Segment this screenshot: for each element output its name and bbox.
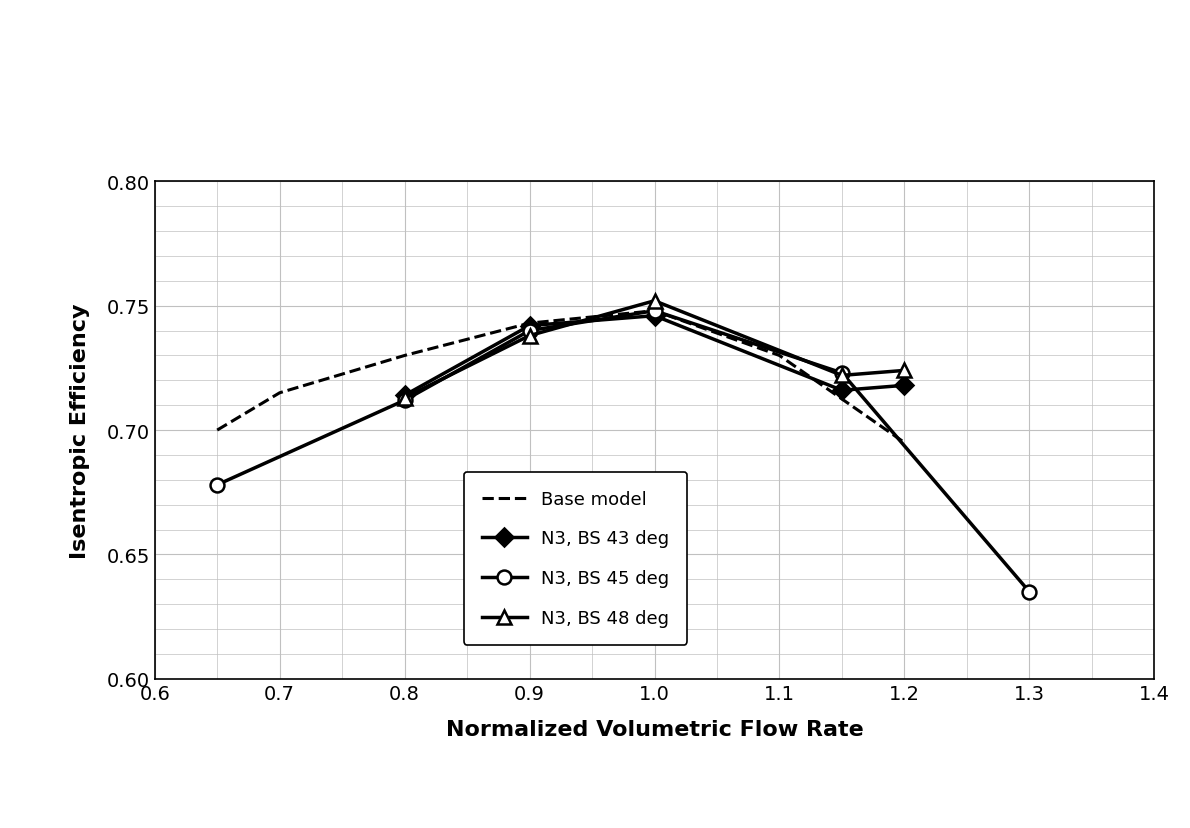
N3, BS 48 deg xyxy=(522,331,537,341)
Base model xyxy=(397,351,412,361)
N3, BS 43 deg xyxy=(522,321,537,331)
N3, BS 48 deg xyxy=(835,371,850,381)
Base model xyxy=(647,306,662,316)
N3, BS 43 deg xyxy=(897,381,912,391)
Line: Base model: Base model xyxy=(218,311,904,443)
N3, BS 43 deg xyxy=(397,391,412,401)
N3, BS 48 deg xyxy=(897,366,912,376)
Y-axis label: Isentropic Efficiency: Isentropic Efficiency xyxy=(70,303,89,558)
Base model xyxy=(211,426,225,436)
Legend: Base model, N3, BS 43 deg, N3, BS 45 deg, N3, BS 48 deg: Base model, N3, BS 43 deg, N3, BS 45 deg… xyxy=(464,472,688,645)
N3, BS 48 deg xyxy=(647,296,662,306)
N3, BS 43 deg xyxy=(835,386,850,396)
N3, BS 45 deg xyxy=(835,368,850,378)
N3, BS 45 deg xyxy=(211,480,225,490)
Line: N3, BS 48 deg: N3, BS 48 deg xyxy=(397,295,912,405)
Base model xyxy=(522,319,537,329)
N3, BS 45 deg xyxy=(522,326,537,336)
N3, BS 45 deg xyxy=(647,306,662,316)
Line: N3, BS 43 deg: N3, BS 43 deg xyxy=(399,310,910,402)
Line: N3, BS 45 deg: N3, BS 45 deg xyxy=(211,305,1036,599)
N3, BS 48 deg xyxy=(397,393,412,403)
N3, BS 45 deg xyxy=(397,396,412,406)
Base model xyxy=(772,351,787,361)
N3, BS 45 deg xyxy=(1022,587,1036,597)
N3, BS 43 deg xyxy=(647,311,662,321)
Base model xyxy=(273,388,287,398)
Base model xyxy=(897,438,912,448)
X-axis label: Normalized Volumetric Flow Rate: Normalized Volumetric Flow Rate xyxy=(445,720,864,739)
